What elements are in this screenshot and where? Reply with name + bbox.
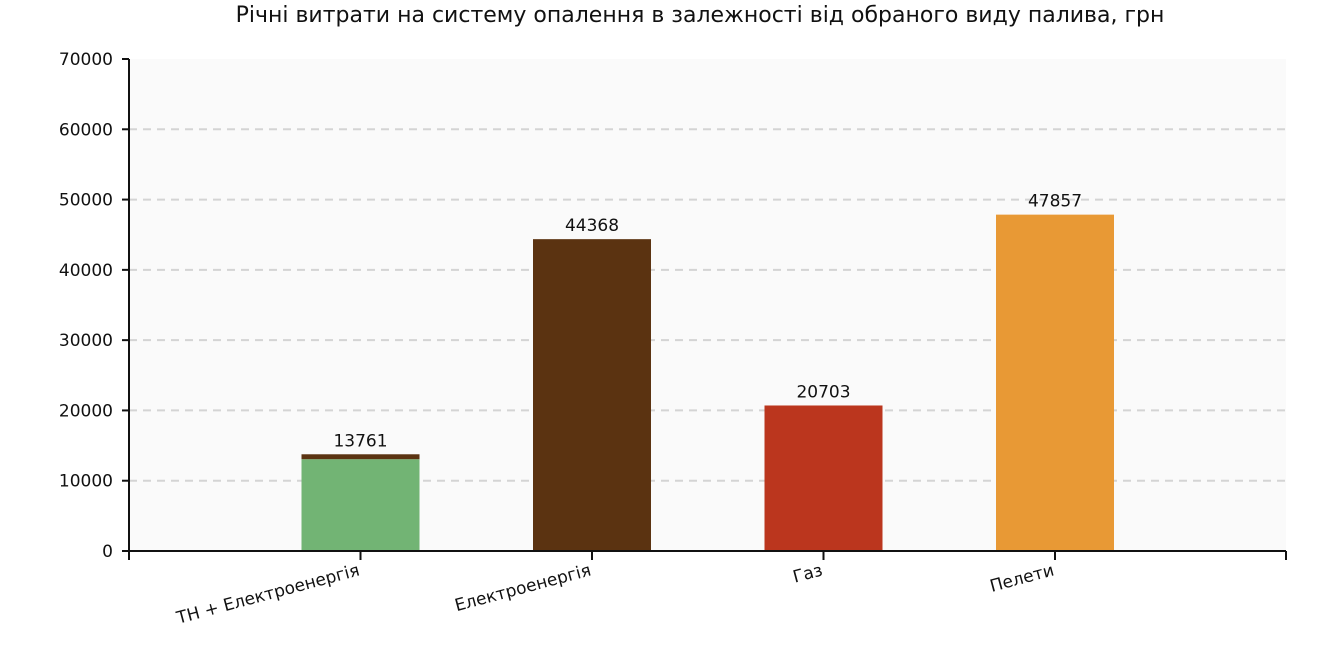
grid-lines bbox=[129, 128, 1286, 482]
y-tick-label: 20000 bbox=[59, 401, 113, 421]
x-tick-label: Електроенергія bbox=[453, 561, 594, 617]
bars bbox=[301, 214, 1114, 551]
y-tick-label: 70000 bbox=[59, 50, 113, 70]
chart-title: Річні витрати на систему опалення в зале… bbox=[235, 3, 1165, 28]
data-label: 47857 bbox=[1028, 192, 1082, 212]
bar bbox=[533, 239, 651, 551]
x-tick-label: Пелети bbox=[988, 561, 1056, 597]
x-tick-label: Газ bbox=[791, 561, 825, 588]
bar bbox=[301, 459, 420, 551]
axes bbox=[122, 58, 1287, 560]
y-tick-label: 30000 bbox=[59, 331, 113, 351]
y-tick-label: 0 bbox=[102, 542, 113, 562]
x-tick-label: ТН + Електроенергія bbox=[174, 561, 362, 629]
y-tick-label: 60000 bbox=[59, 120, 113, 140]
bar-cap-segment bbox=[301, 454, 420, 460]
data-label: 13761 bbox=[333, 431, 387, 451]
data-label: 44368 bbox=[565, 216, 619, 236]
bar bbox=[764, 405, 883, 551]
y-tick-label: 50000 bbox=[59, 191, 113, 211]
y-tick-label: 40000 bbox=[59, 261, 113, 281]
data-label: 20703 bbox=[796, 382, 850, 402]
bar bbox=[996, 214, 1114, 551]
y-tick-label: 10000 bbox=[59, 472, 113, 492]
